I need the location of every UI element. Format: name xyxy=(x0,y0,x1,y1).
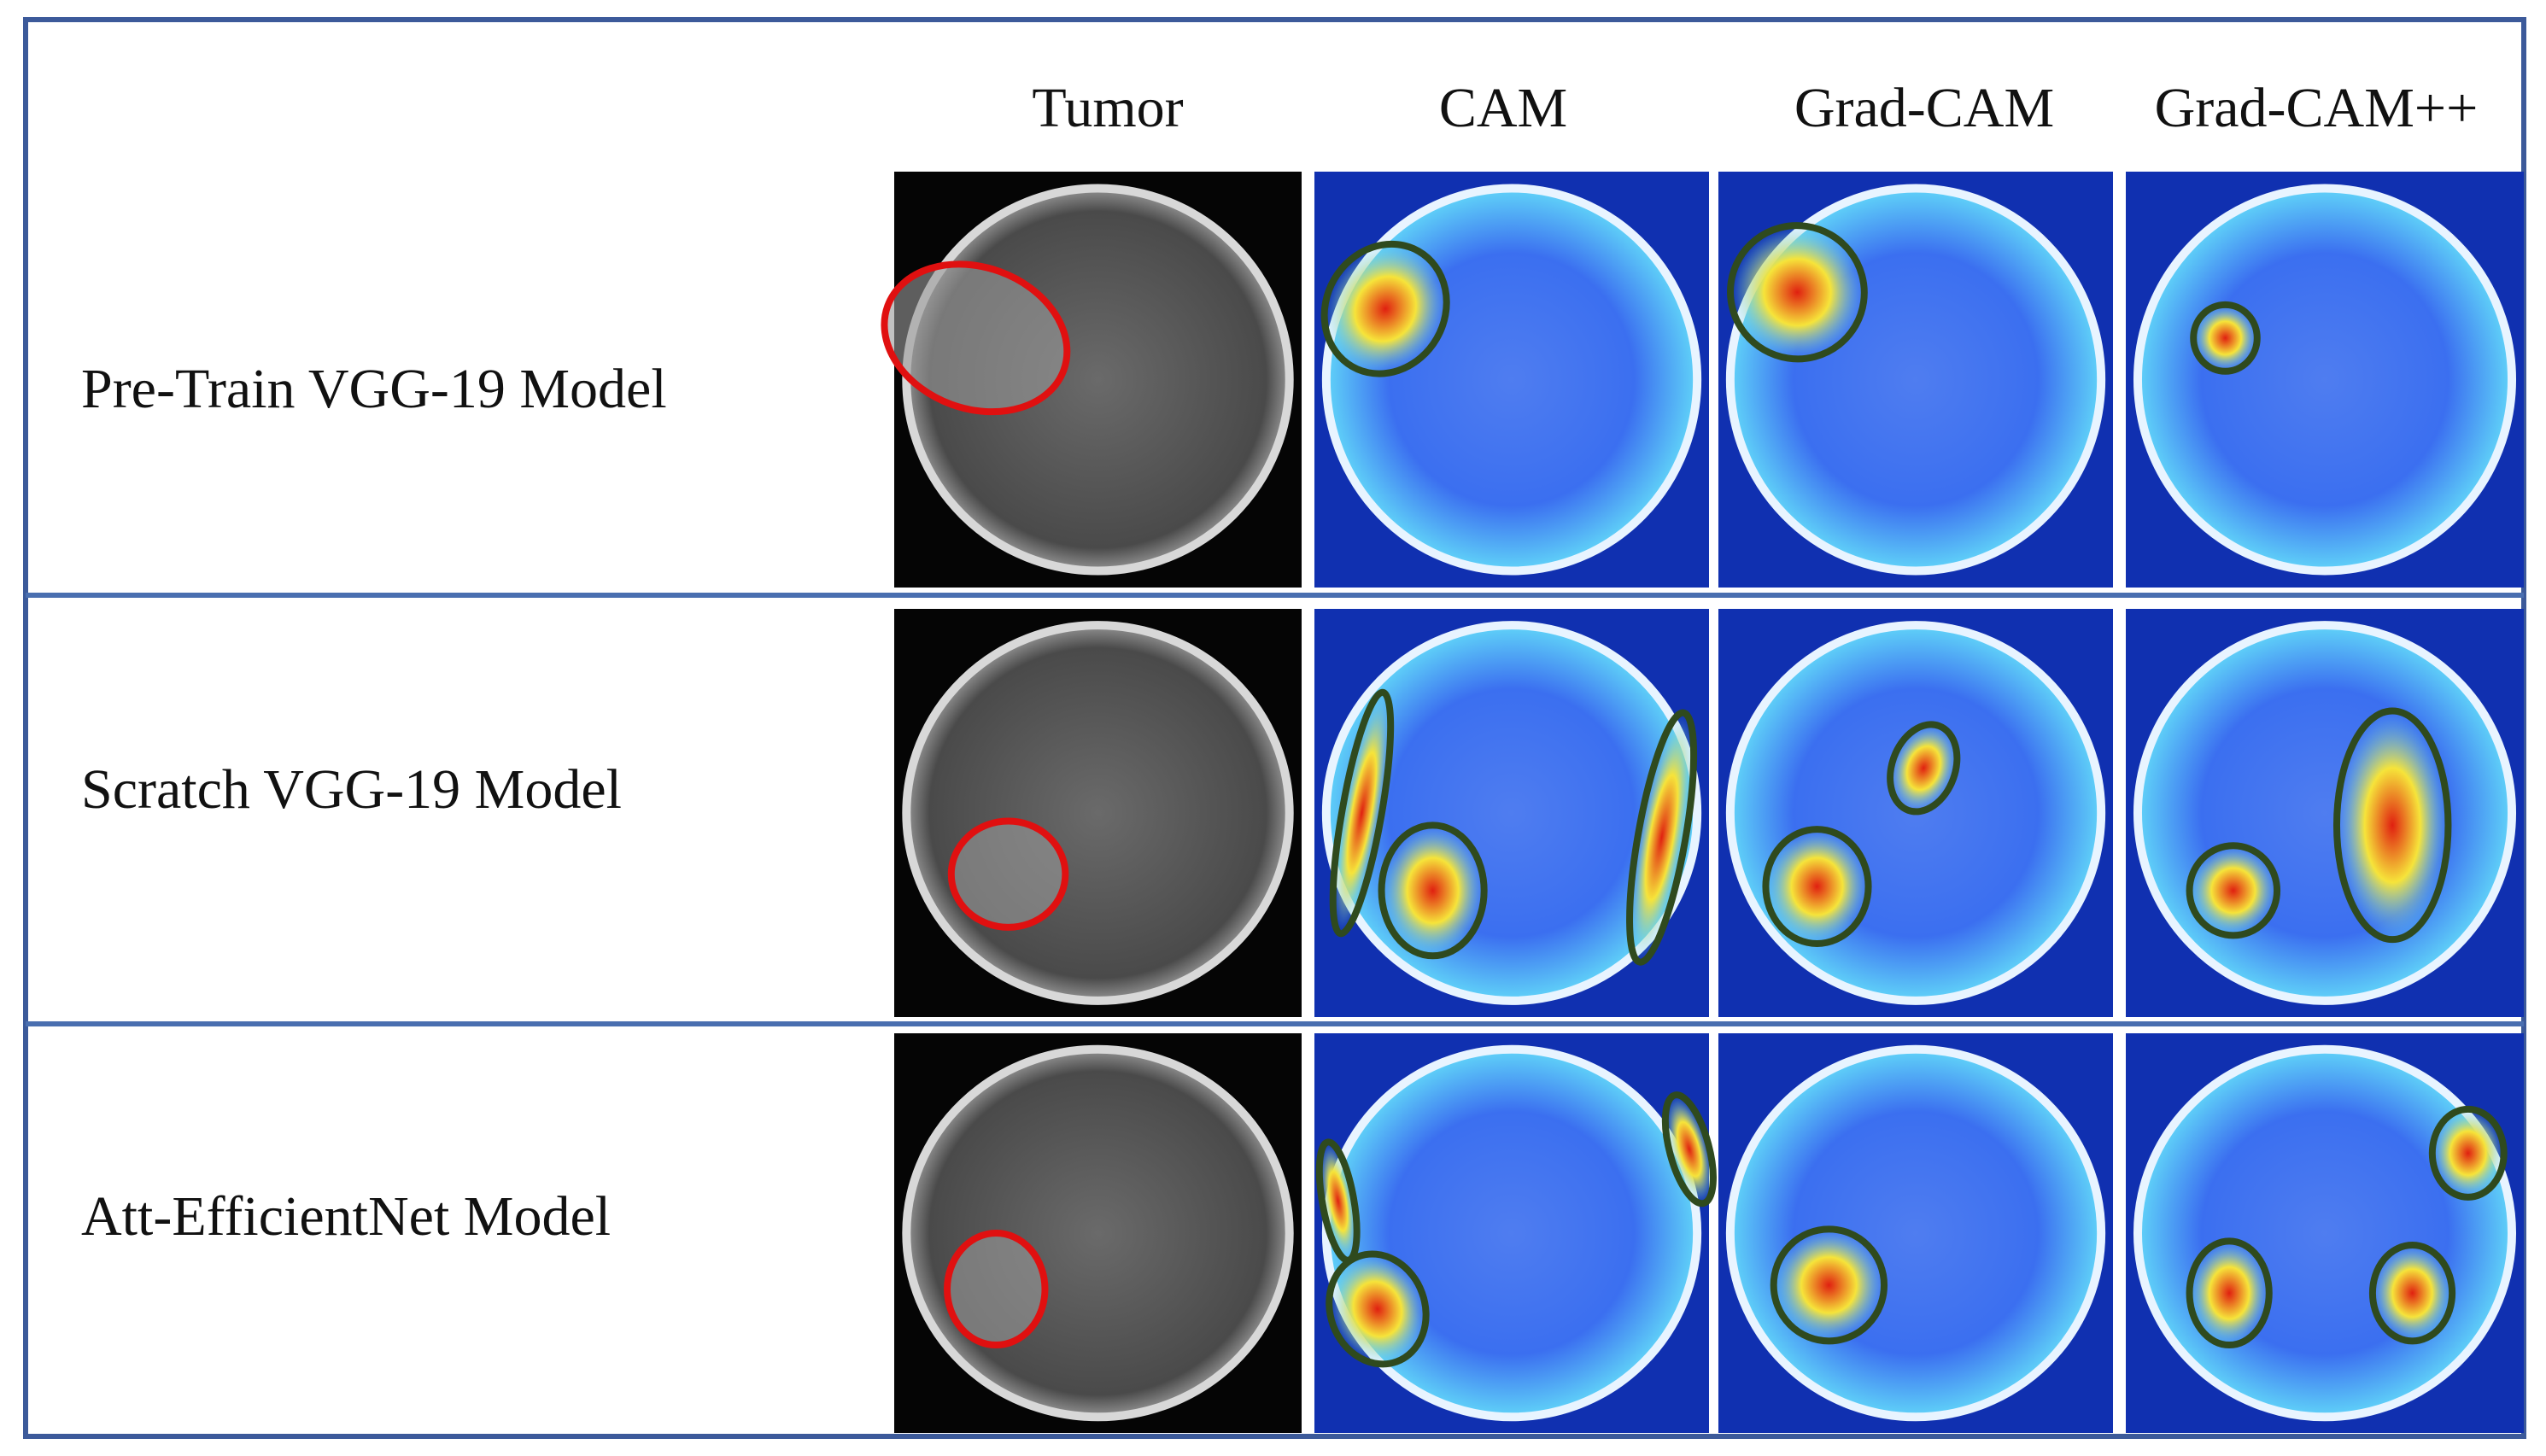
brain-scan xyxy=(902,621,1294,1005)
annotation-circle xyxy=(1661,1091,1717,1207)
heat-region xyxy=(2336,710,2449,940)
annotation-circle xyxy=(944,1230,1049,1349)
heat-region xyxy=(2432,1108,2504,1197)
row-label: Scratch VGG-19 Model xyxy=(81,758,622,821)
annotation-circle xyxy=(2332,707,2452,944)
row-label: Pre-Train VGG-19 Model xyxy=(81,358,667,420)
annotation-circle xyxy=(1378,822,1488,960)
annotation-circle xyxy=(2428,1105,2508,1201)
column-header: Grad-CAM xyxy=(1794,77,2054,139)
heat-region xyxy=(1730,225,1864,360)
column-header: Tumor xyxy=(1032,77,1183,139)
tumor-region xyxy=(947,1233,1045,1346)
annotation-circle xyxy=(2186,842,2281,939)
annotation-circle xyxy=(1326,1250,1430,1368)
annotation-circle xyxy=(2368,1242,2456,1345)
heat-region xyxy=(2372,1245,2453,1342)
heat-region xyxy=(1630,712,1694,962)
annotation-circle xyxy=(2190,301,2261,375)
annotation-circle xyxy=(881,260,1071,416)
annotation-circle xyxy=(947,817,1069,931)
annotation-circle xyxy=(1762,826,1872,947)
heat-region xyxy=(1765,829,1869,944)
annotation-circle xyxy=(1329,688,1395,938)
annotation-circle xyxy=(1770,1225,1888,1345)
annotation-circle xyxy=(2186,1237,2273,1349)
column-header: CAM xyxy=(1439,77,1567,139)
brain-scan xyxy=(2133,184,2517,576)
brain-scan xyxy=(902,1044,1294,1422)
heat-region xyxy=(2193,304,2257,371)
brain-scan xyxy=(2133,1044,2517,1422)
heat-region xyxy=(1773,1229,1885,1342)
heat-region xyxy=(1329,1254,1426,1365)
heat-region xyxy=(1319,1142,1357,1260)
heat-region xyxy=(1332,692,1391,934)
row-label: Att-EfficientNet Model xyxy=(81,1185,611,1248)
heat-region xyxy=(2189,1241,2269,1346)
annotation-circle xyxy=(1727,222,1868,363)
heat-region xyxy=(2189,845,2278,936)
annotation-circle xyxy=(1887,721,1961,816)
image-grid xyxy=(881,172,2524,1433)
brain-scan xyxy=(2133,621,2517,1005)
annotation-circle xyxy=(1626,709,1698,966)
tumor-region xyxy=(951,821,1066,927)
annotation-circle xyxy=(1320,240,1450,377)
tumor-region xyxy=(884,264,1068,412)
heat-region xyxy=(1381,825,1484,956)
brain-scan xyxy=(1725,1044,2106,1422)
heat-region xyxy=(1665,1095,1713,1204)
heat-region xyxy=(1890,724,1958,812)
column-header: Grad-CAM++ xyxy=(2155,77,2479,139)
heat-region xyxy=(1324,243,1447,374)
